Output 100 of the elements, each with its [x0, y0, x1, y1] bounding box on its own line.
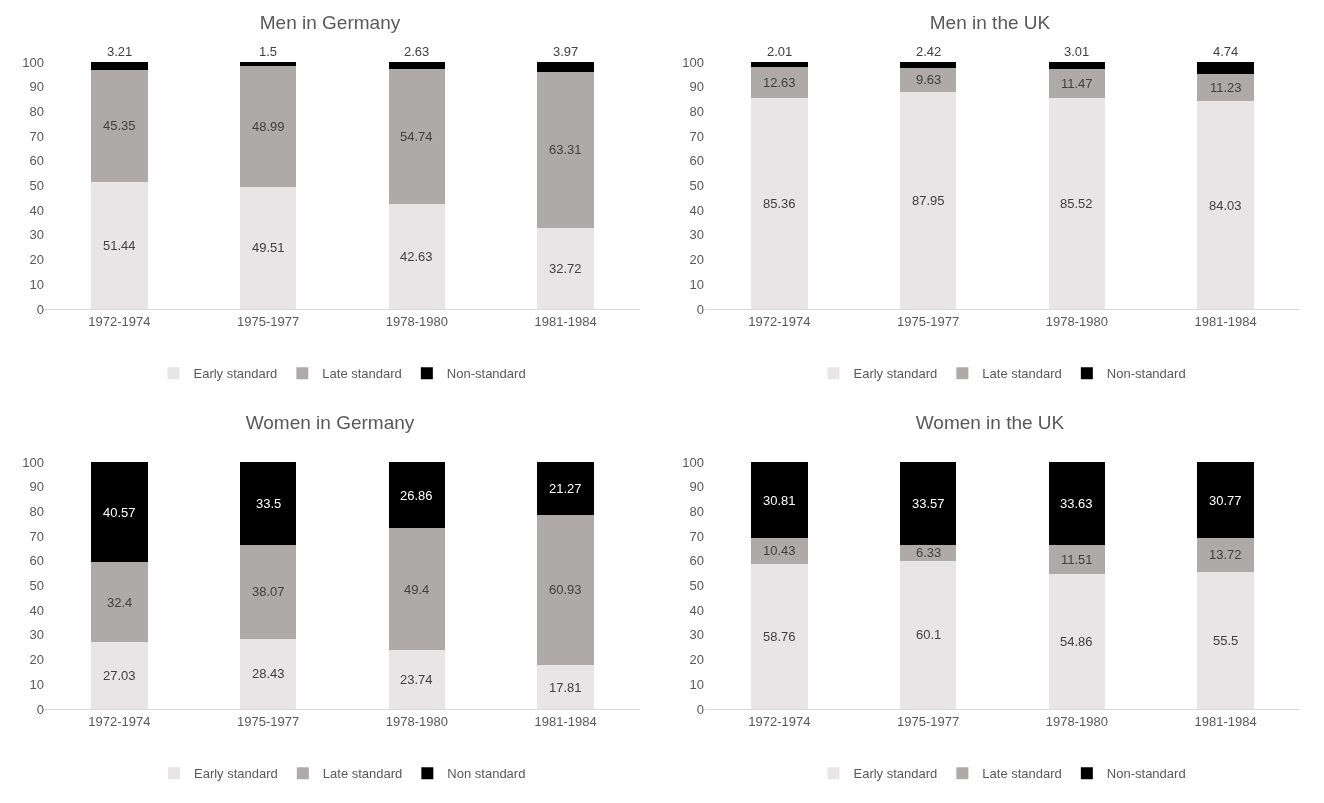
x-tick-label: 1978-1980 [385, 713, 448, 729]
y-tick-label: 70 [29, 128, 44, 144]
bar [239, 462, 297, 545]
x-tick-label: 1972-1974 [748, 313, 811, 329]
bar [751, 563, 808, 709]
bar [1197, 101, 1254, 309]
bar [239, 62, 297, 66]
y-tick-label: 40 [29, 602, 44, 618]
x-tick-label: 1972-1974 [88, 713, 151, 729]
data-label: 49.4 [404, 582, 430, 597]
data-label: 58.76 [763, 629, 796, 644]
y-tick-label: 50 [689, 178, 704, 194]
y-tick-label: 50 [29, 178, 44, 194]
data-label: 28.43 [252, 666, 285, 681]
data-label: 48.99 [252, 119, 285, 134]
y-tick-label: 30 [689, 227, 704, 243]
y-tick-label: 10 [29, 276, 44, 292]
bar [388, 68, 446, 204]
legend-label: Non-standard [1106, 766, 1186, 782]
bar [1048, 97, 1106, 309]
bar [91, 69, 148, 182]
y-tick-label: 90 [689, 479, 704, 495]
data-label: 11.23 [1210, 80, 1242, 95]
x-tick-label: 1978-1980 [1045, 713, 1108, 729]
bar [388, 203, 446, 309]
data-label: 87.95 [912, 193, 945, 208]
legend-label: Early standard [853, 366, 938, 382]
x-tick-label: 1981-1984 [1194, 313, 1257, 329]
chart-title: Men in the UK [929, 12, 1051, 34]
data-label: 26.86 [400, 488, 433, 503]
data-label: 49.51 [252, 240, 285, 255]
data-label: 9.63 [916, 72, 942, 87]
bar [388, 650, 446, 709]
y-tick-label: 80 [29, 503, 44, 519]
bar [751, 66, 808, 99]
data-label: 33.63 [1060, 496, 1093, 511]
y-tick-label: 100 [682, 454, 704, 470]
bar [537, 665, 594, 709]
data-label: 30.81 [763, 493, 796, 508]
y-tick-label: 80 [689, 103, 704, 119]
data-label: 23.74 [400, 672, 433, 687]
bar [1197, 538, 1254, 572]
legend-label: Non-standard [1106, 366, 1186, 382]
bar [1048, 462, 1106, 546]
legend-label: Early standard [194, 766, 278, 782]
data-label: 3.01 [1064, 44, 1090, 59]
bar [537, 514, 594, 666]
y-tick-label: 70 [29, 528, 44, 544]
bar [91, 642, 148, 709]
data-label: 55.5 [1213, 633, 1239, 648]
y-tick-label: 0 [696, 701, 704, 717]
data-label: 54.74 [400, 129, 433, 144]
x-tick-label: 1975-1977 [897, 713, 960, 729]
data-label: 6.33 [916, 545, 942, 560]
y-tick-label: 0 [36, 301, 44, 317]
data-label: 12.63 [763, 75, 796, 90]
data-label: 2.01 [767, 44, 793, 59]
bar [899, 560, 957, 709]
y-tick-label: 90 [689, 79, 704, 95]
bar [1197, 62, 1254, 74]
bar [751, 462, 808, 539]
y-tick-label: 50 [29, 578, 44, 594]
y-tick-label: 90 [29, 79, 44, 95]
data-label: 85.36 [763, 196, 796, 211]
bar [751, 98, 808, 309]
data-label: 30.77 [1209, 493, 1242, 508]
bar [537, 462, 594, 515]
bar [537, 71, 594, 229]
bar [899, 67, 957, 92]
y-tick-label: 100 [22, 54, 44, 70]
bar [1048, 69, 1106, 98]
bar [1048, 62, 1106, 70]
bar [91, 462, 148, 563]
data-label: 3.21 [107, 44, 133, 59]
data-label: 17.81 [549, 680, 582, 695]
y-tick-label: 60 [29, 553, 44, 569]
data-label: 33.57 [912, 496, 945, 511]
data-label: 45.35 [103, 118, 136, 133]
bar [537, 62, 594, 72]
y-tick-label: 10 [29, 676, 44, 692]
data-label: 11.47 [1061, 76, 1093, 91]
data-label: 11.51 [1061, 552, 1093, 567]
bar [91, 62, 148, 70]
legend-label: Late standard [982, 766, 1062, 782]
data-label: 60.1 [916, 627, 942, 642]
y-tick-label: 20 [689, 252, 704, 268]
x-tick-label: 1975-1977 [237, 713, 300, 729]
y-tick-label: 30 [689, 627, 704, 643]
data-label: 4.74 [1213, 44, 1239, 59]
bar [899, 462, 957, 545]
y-tick-label: 70 [689, 528, 704, 544]
legend-label: Early standard [193, 366, 278, 382]
data-label: 27.03 [103, 668, 136, 683]
bar [1197, 571, 1254, 709]
x-tick-label: 1975-1977 [897, 313, 960, 329]
legend-label: Late standard [322, 766, 403, 782]
y-tick-label: 40 [689, 602, 704, 618]
y-tick-label: 90 [29, 479, 44, 495]
y-tick-label: 20 [29, 252, 44, 268]
y-tick-label: 100 [682, 54, 704, 70]
